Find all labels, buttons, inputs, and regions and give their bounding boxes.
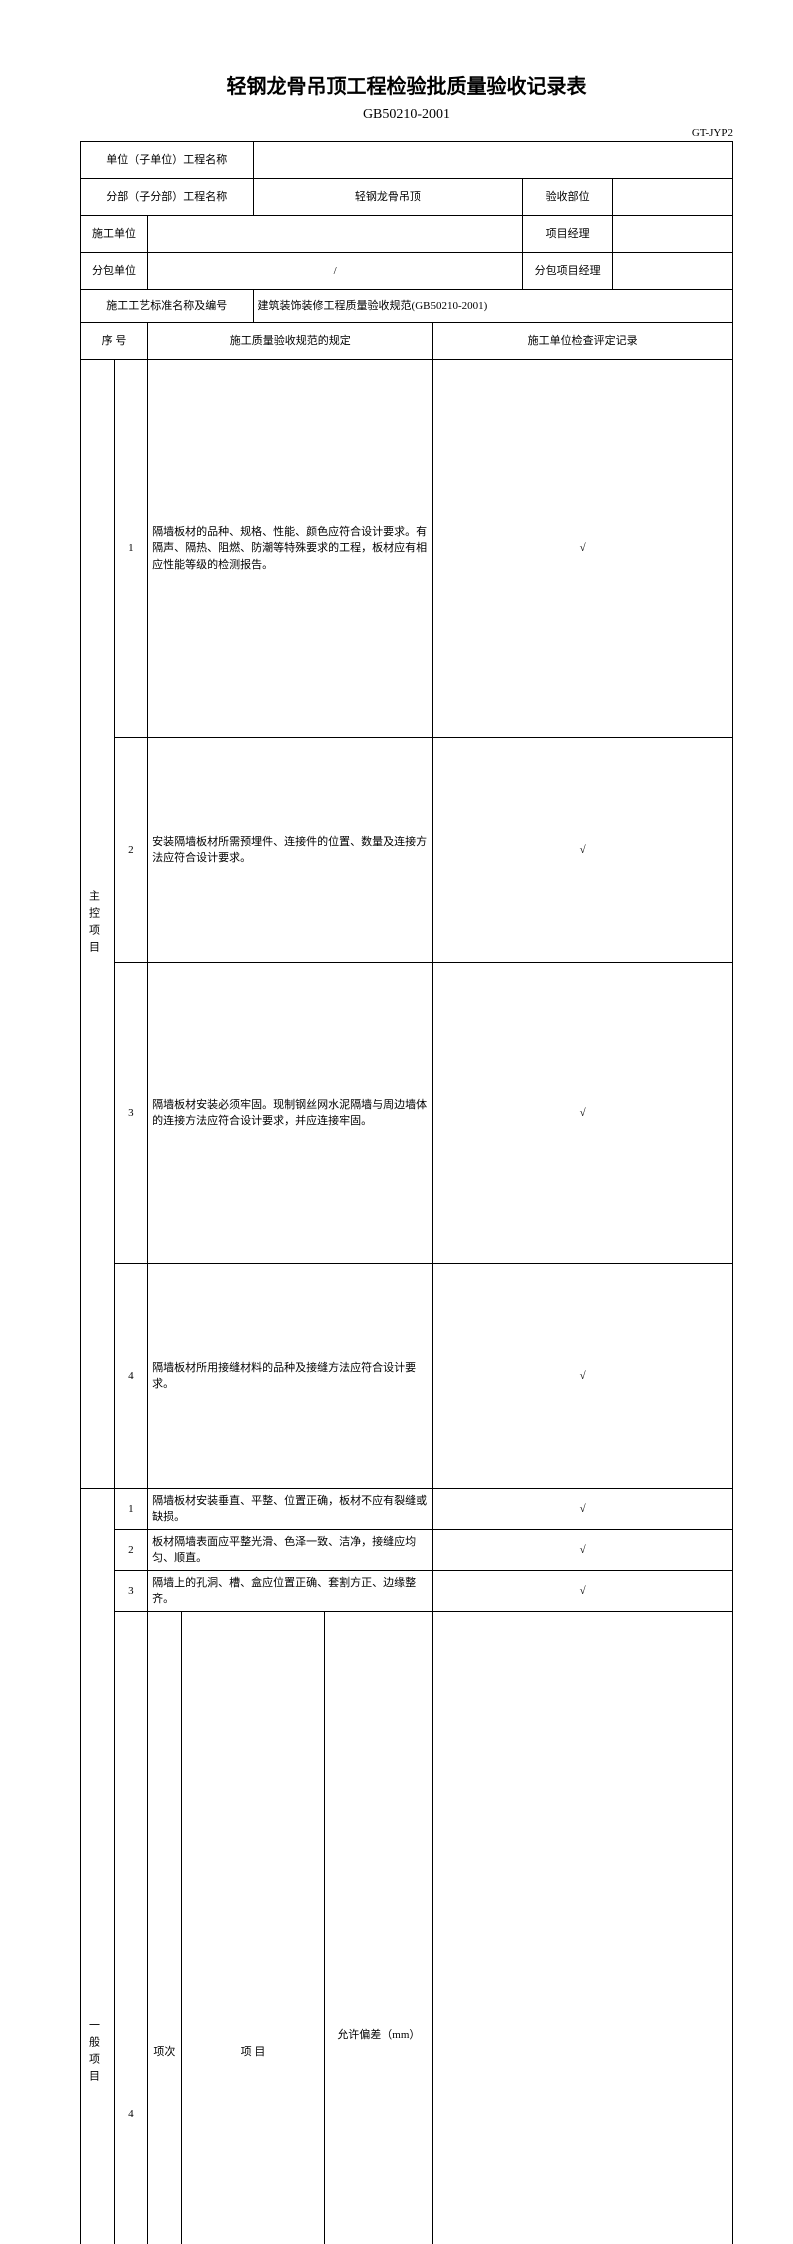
hdr-const-label: 施工单位 — [81, 216, 148, 253]
main-4-n: 4 — [114, 1264, 148, 1489]
dev-col-seq: 项次 — [148, 1612, 182, 2244]
general-label: 一般项目 — [81, 1489, 115, 2244]
main-2-n: 2 — [114, 738, 148, 963]
hdr-subpm-label: 分包项目经理 — [523, 253, 613, 290]
gen-1-text: 隔墙板材安装垂直、平整、位置正确，板材不应有裂缝或缺损。 — [148, 1489, 433, 1530]
hdr-const-value — [148, 216, 523, 253]
main-4-check: √ — [433, 1264, 733, 1489]
hdr-std-value: 建筑装饰装修工程质量验收规范(GB50210-2001) — [253, 290, 732, 323]
gen-2-check: √ — [433, 1530, 733, 1571]
col-seq: 序 号 — [81, 323, 148, 360]
hdr-sub-value: / — [148, 253, 523, 290]
dev-col-tol: 允许偏差（mm） — [325, 1612, 433, 2244]
hdr-subunit-label: 分部（子分部）工程名称 — [81, 179, 254, 216]
hdr-unit-label: 单位（子单位）工程名称 — [81, 142, 254, 179]
page-subtitle: GB50210-2001 — [80, 107, 733, 123]
col-record: 施工单位检查评定记录 — [433, 323, 733, 360]
form-code: GT-JYP2 — [80, 127, 733, 139]
main-3-check: √ — [433, 962, 733, 1263]
main-2-text: 安装隔墙板材所需预埋件、连接件的位置、数量及连接方法应符合设计要求。 — [148, 738, 433, 963]
col-spec: 施工质量验收规范的规定 — [148, 323, 433, 360]
hdr-accept-value — [613, 179, 733, 216]
page-title: 轻钢龙骨吊顶工程检验批质量验收记录表 — [80, 70, 733, 99]
hdr-subunit-value: 轻钢龙骨吊顶 — [253, 179, 523, 216]
gen-4-n: 4 — [114, 1612, 148, 2244]
main-table: 单位（子单位）工程名称 分部（子分部）工程名称 轻钢龙骨吊顶 验收部位 施工单位… — [80, 141, 733, 2244]
gen-3-text: 隔墙上的孔洞、槽、盒应位置正确、套割方正、边缘整齐。 — [148, 1571, 433, 1612]
main-1-n: 1 — [114, 360, 148, 738]
hdr-std-label: 施工工艺标准名称及编号 — [81, 290, 254, 323]
hdr-unit-value — [253, 142, 732, 179]
hdr-pm-value — [613, 216, 733, 253]
main-1-check: √ — [433, 360, 733, 738]
gen-1-n: 1 — [114, 1489, 148, 1530]
hdr-sub-label: 分包单位 — [81, 253, 148, 290]
gen-3-n: 3 — [114, 1571, 148, 1612]
gen-2-n: 2 — [114, 1530, 148, 1571]
main-3-n: 3 — [114, 962, 148, 1263]
main-control-label: 主控项目 — [81, 360, 115, 1489]
gen-3-check: √ — [433, 1571, 733, 1612]
dev-blank-top — [433, 1612, 733, 2244]
gen-2-text: 板材隔墙表面应平整光滑、色泽一致、洁净，接缝应均匀、顺直。 — [148, 1530, 433, 1571]
hdr-accept-label: 验收部位 — [523, 179, 613, 216]
hdr-subpm-value — [613, 253, 733, 290]
main-4-text: 隔墙板材所用接缝材料的品种及接缝方法应符合设计要求。 — [148, 1264, 433, 1489]
main-2-check: √ — [433, 738, 733, 963]
hdr-pm-label: 项目经理 — [523, 216, 613, 253]
dev-col-item: 项 目 — [181, 1612, 325, 2244]
main-1-text: 隔墙板材的品种、规格、性能、颜色应符合设计要求。有隔声、隔热、阻燃、防潮等特殊要… — [148, 360, 433, 738]
gen-1-check: √ — [433, 1489, 733, 1530]
main-3-text: 隔墙板材安装必须牢固。现制钢丝网水泥隔墙与周边墙体的连接方法应符合设计要求，并应… — [148, 962, 433, 1263]
